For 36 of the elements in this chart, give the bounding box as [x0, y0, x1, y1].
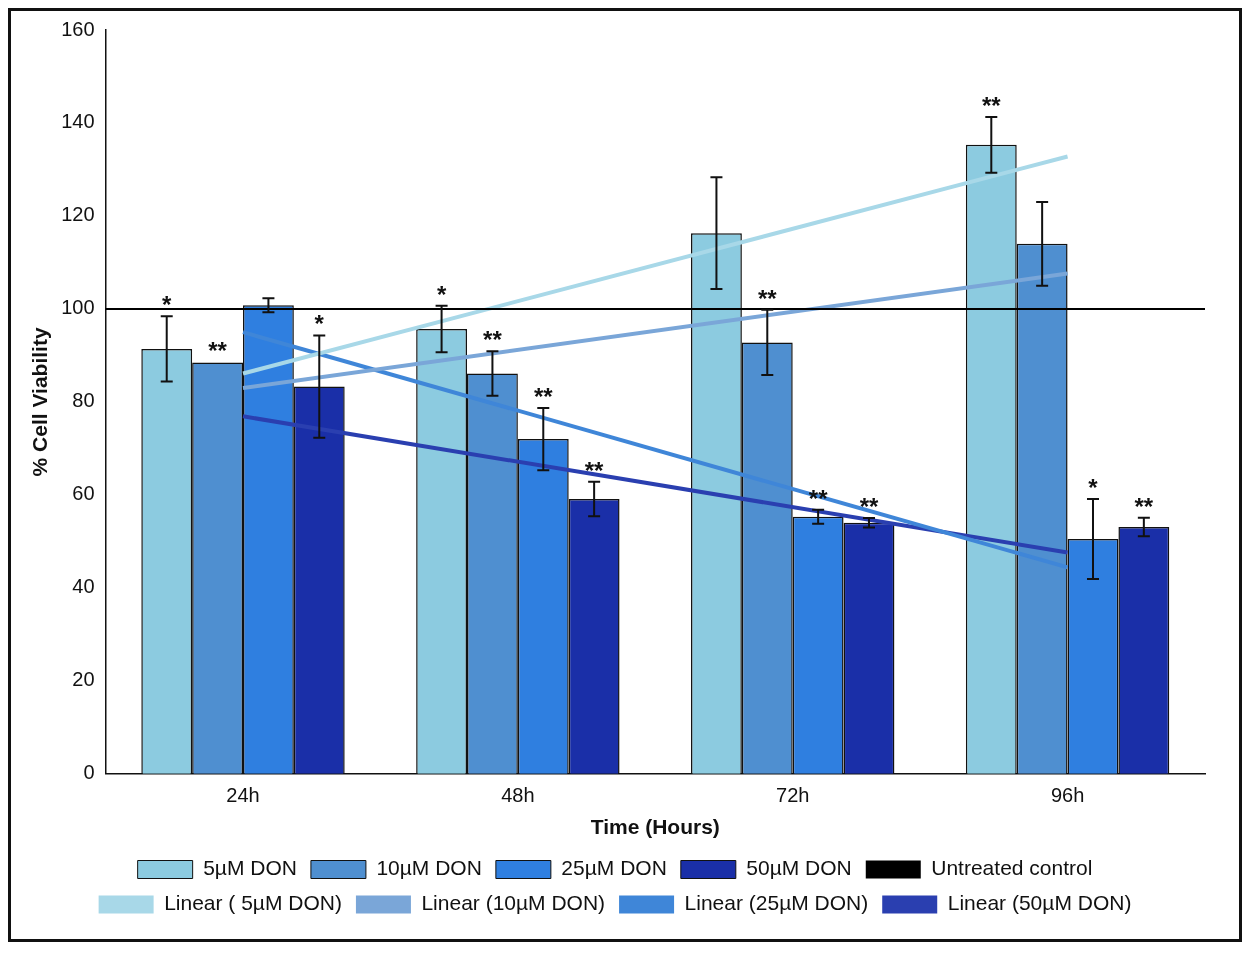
y-tick-label: 0	[83, 761, 95, 784]
data-label: **	[483, 326, 503, 354]
x-tick-label: 24h	[226, 784, 260, 807]
data-label: **	[981, 91, 1002, 119]
y-axis-title: % Cell Viability	[28, 327, 52, 477]
data-label: **	[584, 456, 605, 484]
data-label: **	[1134, 492, 1154, 520]
data-label: **	[757, 284, 778, 312]
legend-label: Untreated control	[931, 856, 1093, 880]
data-label: *	[1088, 474, 1099, 502]
y-tick-label: 140	[61, 110, 95, 133]
data-label: **	[859, 493, 879, 521]
y-tick-label: 100	[61, 296, 95, 319]
legend-label: 25µM DON	[561, 856, 667, 880]
x-tick-label: 96h	[1050, 784, 1085, 807]
x-tick-label: 48h	[501, 784, 535, 807]
y-tick-label: 160	[61, 17, 95, 40]
y-tick-label: 80	[72, 389, 95, 412]
data-label: **	[533, 382, 554, 410]
data-label: *	[162, 291, 173, 319]
x-axis-title: Time (Hours)	[590, 815, 720, 839]
y-tick-label: 40	[72, 575, 95, 598]
data-label: *	[314, 310, 325, 338]
legend-label: 10µM DON	[376, 856, 482, 880]
y-tick-label: 20	[72, 668, 95, 691]
legend-label: Linear (10µM DON)	[421, 891, 606, 915]
legend-label: 5µM DON	[203, 856, 297, 880]
legend-label: 50µM DON	[746, 856, 852, 880]
y-tick-label: 120	[61, 203, 95, 226]
legend-label: Linear (25µM DON)	[684, 891, 869, 915]
data-label: *	[436, 280, 447, 308]
legend-label: Linear ( 5µM DON)	[164, 891, 342, 915]
legend-label: Linear (50µM DON)	[947, 891, 1132, 915]
x-tick-label: 72h	[776, 784, 810, 807]
data-label: **	[208, 337, 228, 365]
y-tick-label: 60	[72, 482, 95, 505]
